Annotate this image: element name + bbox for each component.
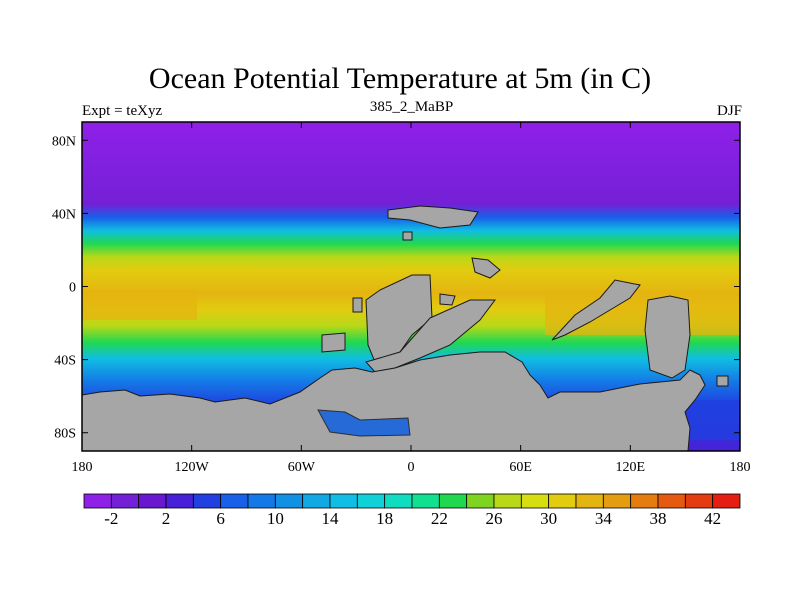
colorbar-swatch (630, 493, 659, 509)
colorbar-swatch (165, 493, 194, 509)
experiment-label: Expt = teXyz (82, 103, 163, 119)
colorbar-swatch (684, 493, 714, 509)
colorbar-label: 6 (216, 509, 225, 528)
land-masses (82, 205, 729, 451)
x-tick-label: 60W (288, 460, 316, 475)
land-islet-b (321, 332, 346, 353)
map-title: Ocean Potential Temperature at 5m (in C) (148, 62, 652, 95)
land-antarctica (82, 351, 706, 451)
colorbar-swatch (274, 493, 304, 509)
colorbar-label: 26 (486, 509, 503, 528)
y-tick-label: 40S (54, 354, 76, 369)
land-africa-south (365, 274, 433, 363)
land-australia-block (644, 295, 691, 379)
colorbar-label: -2 (104, 509, 118, 528)
land-islet-a (352, 297, 363, 313)
x-tick-label: 120E (616, 460, 646, 475)
x-tick-label: 0 (408, 460, 415, 475)
x-tick-label: 180 (730, 460, 751, 475)
cold-patch-south (690, 400, 740, 440)
colorbar-swatch (384, 493, 413, 509)
y-tick-label: 0 (69, 281, 76, 296)
colorbar-swatch (438, 493, 468, 509)
colorbar-label: 34 (595, 509, 613, 528)
colorbar-label: 14 (322, 509, 340, 528)
colorbar-label: 18 (376, 509, 393, 528)
x-tick-label: 180 (72, 460, 93, 475)
colorbar-swatch (192, 493, 222, 509)
land-islet-e (716, 375, 729, 387)
warm-patch-pacific (82, 290, 197, 320)
run-label: 385_2_MaBP (369, 99, 454, 115)
land-south-block (365, 299, 496, 373)
y-tick-label: 80S (54, 427, 76, 442)
colorbar-swatch (657, 493, 686, 509)
land-inner-block (317, 409, 411, 437)
colorbar-swatch (411, 493, 440, 509)
colorbar-swatch (493, 493, 522, 509)
colorbar-swatch (356, 493, 386, 509)
colorbar-label: 10 (267, 509, 284, 528)
season-label: DJF (716, 103, 742, 119)
land-islet-c (402, 231, 413, 241)
colorbar-swatch (220, 493, 249, 509)
x-tick-label: 120W (175, 460, 210, 475)
colorbar-label: 22 (431, 509, 448, 528)
land-mediterranean (387, 205, 479, 229)
y-axis: 80N 40N 0 40S 80S (52, 134, 740, 442)
colorbar-swatch (302, 493, 331, 509)
colorbar-label: 2 (162, 509, 171, 528)
map-field (82, 122, 740, 451)
x-tick-label: 60E (509, 460, 532, 475)
colorbar-label: 38 (650, 509, 667, 528)
colorbar-swatch (138, 493, 167, 509)
land-islet-d (439, 293, 456, 306)
colorbar-swatch (602, 493, 632, 509)
colorbar-swatch (548, 493, 577, 509)
y-tick-label: 40N (52, 207, 76, 222)
colorbar: -2 2 6 10 14 18 22 26 30 34 38 42 (83, 493, 741, 528)
y-tick-label: 80N (52, 134, 76, 149)
land-arabia (471, 257, 501, 279)
colorbar-label: 42 (704, 509, 721, 528)
colorbar-swatch (247, 493, 276, 509)
colorbar-swatch (712, 493, 741, 509)
x-axis: 180 120W 60W 0 60E 120E 180 (72, 122, 751, 475)
colorbar-swatch (110, 493, 140, 509)
colorbar-swatch (329, 493, 358, 509)
land-asia-tail (551, 279, 641, 341)
colorbar-label: 30 (540, 509, 557, 528)
colorbar-swatch (466, 493, 495, 509)
colorbar-swatch (575, 493, 604, 509)
colorbar-swatch (83, 493, 112, 509)
colorbar-swatch (520, 493, 550, 509)
